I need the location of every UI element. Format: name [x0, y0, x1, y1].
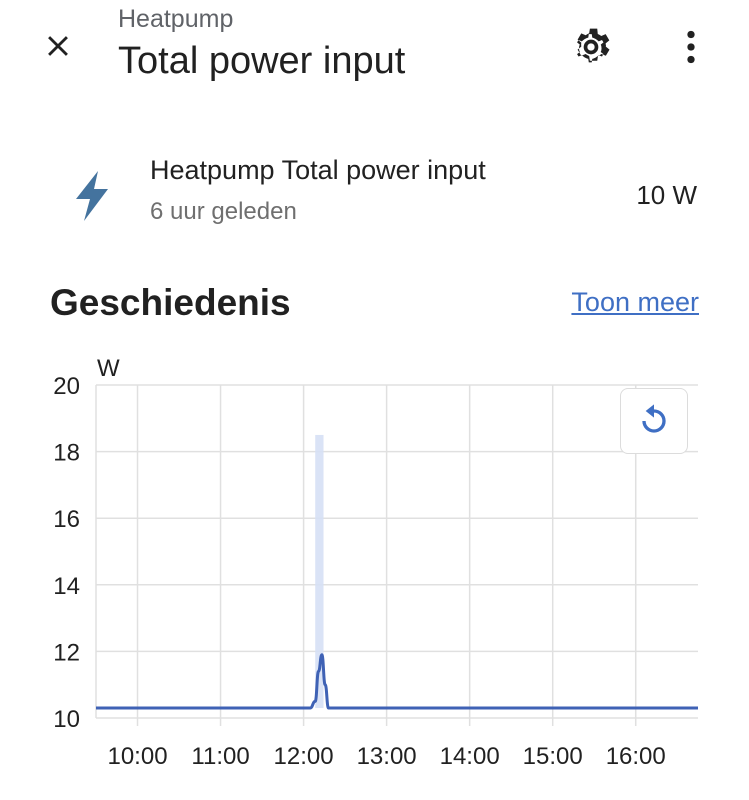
more-options-button[interactable] — [666, 22, 716, 72]
y-tick-label: 18 — [53, 440, 80, 467]
x-tick-label: 13:00 — [357, 743, 417, 770]
x-tick-label: 14:00 — [440, 743, 500, 770]
flash-icon — [74, 171, 110, 221]
entity-name: Heatpump Total power input — [150, 155, 486, 185]
entity-state: 10 W — [636, 180, 697, 210]
x-tick-label: 16:00 — [606, 743, 666, 770]
series-line — [95, 653, 698, 710]
show-more-link[interactable]: Toon meer — [571, 287, 699, 317]
x-tick-label: 10:00 — [107, 743, 167, 770]
dialog-title: Total power input — [118, 40, 406, 82]
y-tick-label: 16 — [53, 506, 80, 533]
history-chart: 10 12 14 16 18 20 10:00 11:00 12:00 13:00 14:00 15:… — [53, 355, 698, 770]
restore-icon — [642, 404, 666, 433]
close-button[interactable] — [26, 24, 90, 68]
more-vertical-icon — [687, 30, 695, 64]
x-tick-label: 15:00 — [523, 743, 583, 770]
close-icon — [48, 36, 68, 56]
x-tick-label: 12:00 — [274, 743, 334, 770]
y-tick-label: 14 — [53, 573, 80, 600]
y-tick-label: 20 — [53, 373, 80, 400]
y-tick-label: 10 — [53, 706, 80, 733]
dialog-subtitle: Heatpump — [118, 5, 234, 33]
gear-icon — [577, 28, 610, 63]
history-title: Geschiedenis — [50, 282, 291, 323]
y-tick-label: 12 — [53, 639, 80, 666]
x-tick-label: 11:00 — [191, 743, 249, 770]
reset-zoom-button[interactable] — [620, 388, 688, 454]
settings-button[interactable] — [562, 22, 620, 72]
y-axis-unit: W — [97, 355, 120, 382]
min-max-band — [315, 434, 324, 709]
entity-last-changed: 6 uur geleden — [150, 198, 297, 225]
